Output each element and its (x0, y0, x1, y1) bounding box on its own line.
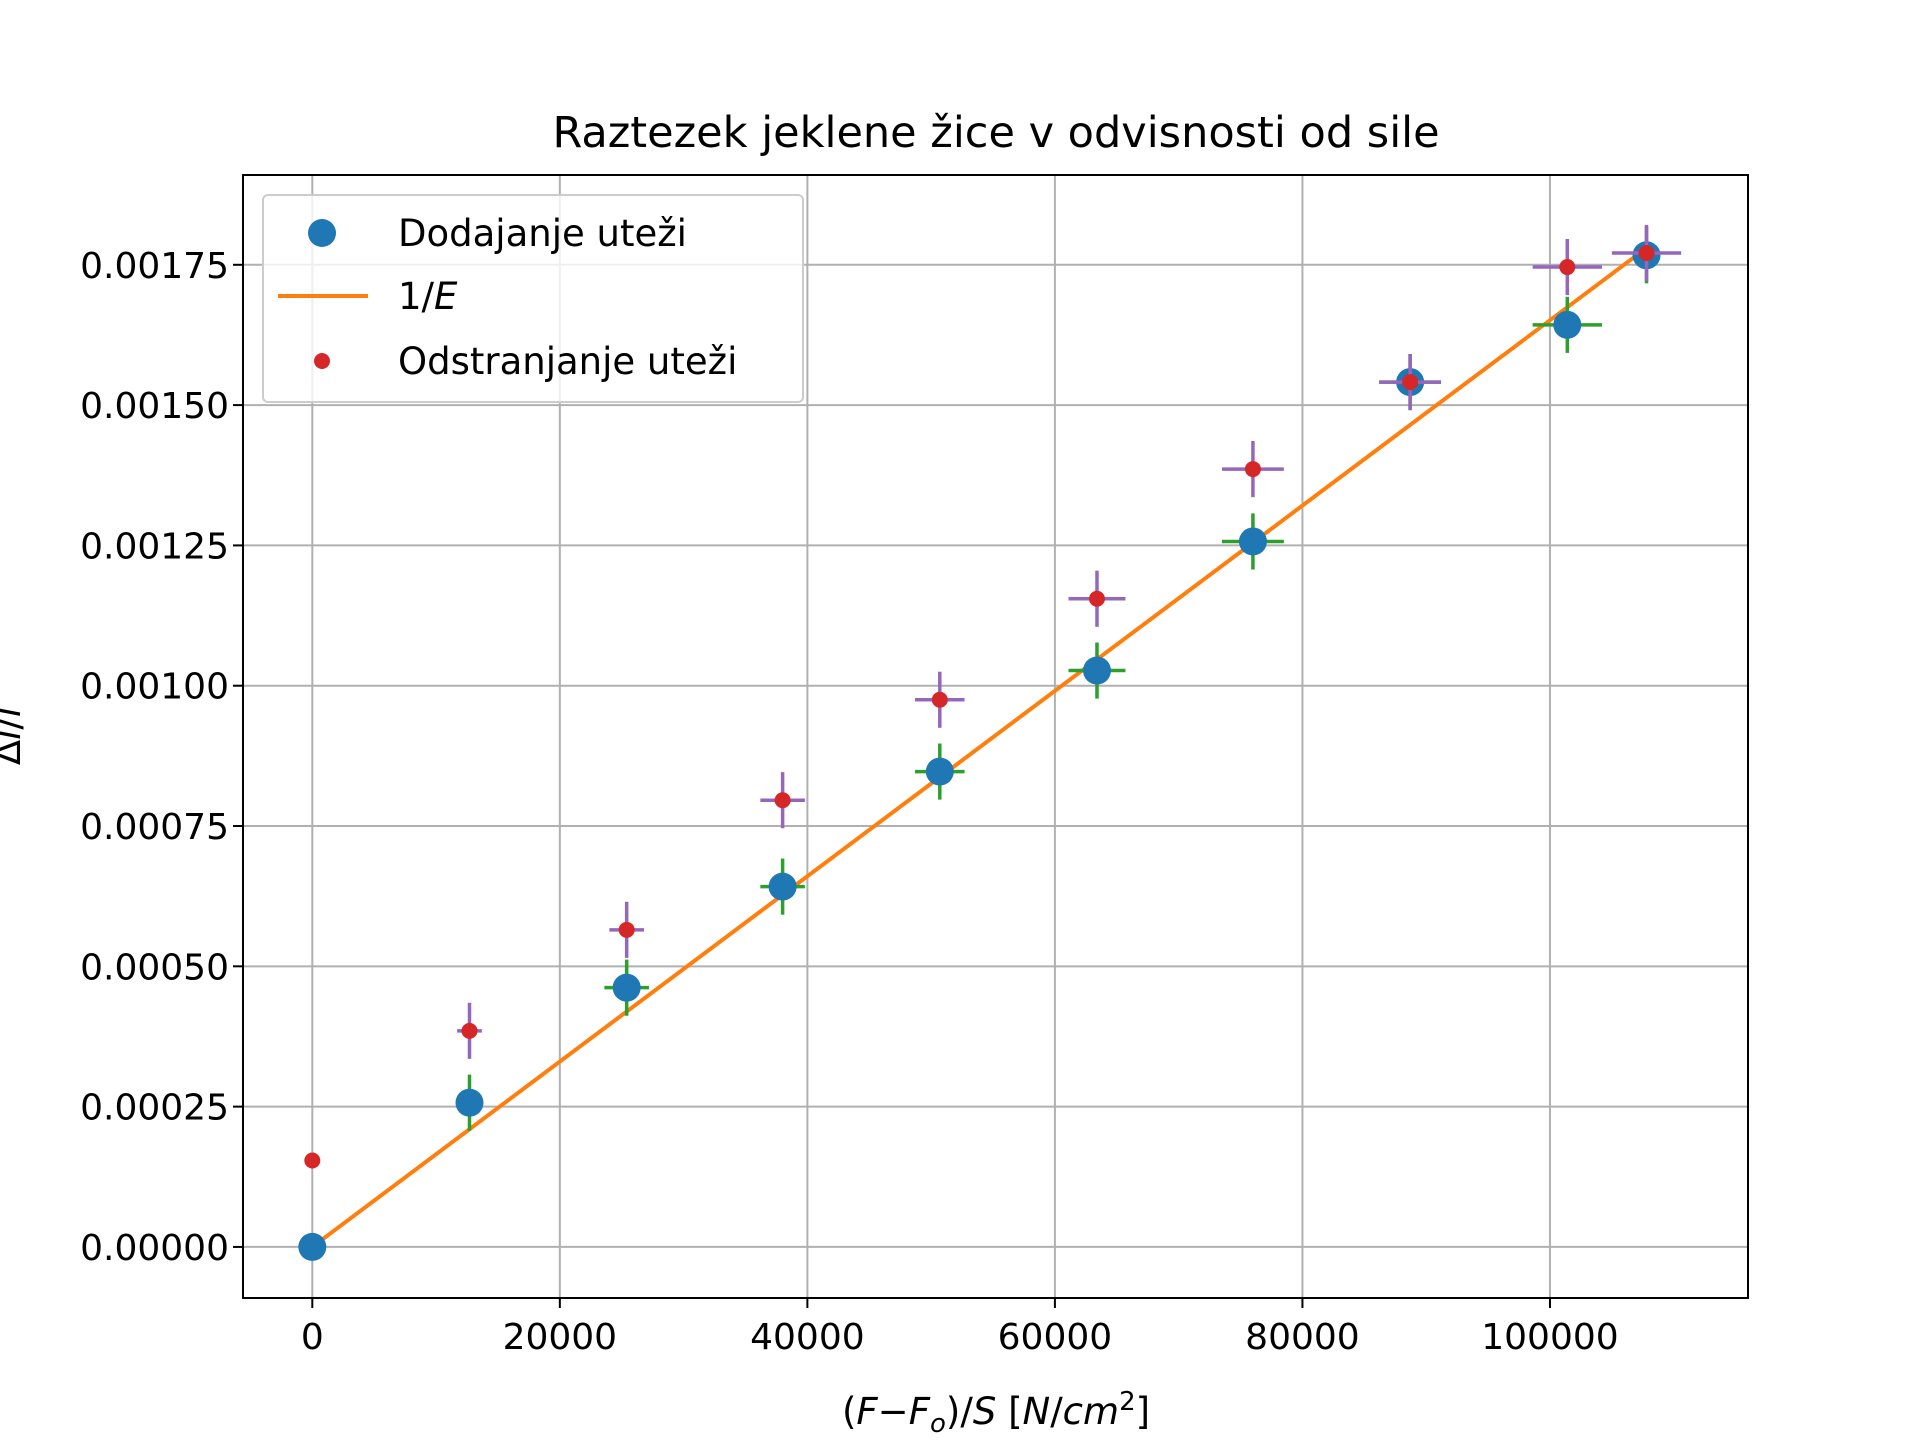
label-part: o (930, 1409, 946, 1439)
data-point-adding (1553, 310, 1582, 339)
label-part: / (0, 717, 29, 730)
legend-box (262, 194, 804, 403)
label-part: 2 (1119, 1387, 1136, 1417)
label-part: ( (842, 1390, 856, 1433)
label-part: [ (996, 1390, 1022, 1433)
y-tick-label: 0.00050 (80, 947, 229, 988)
legend-marker-adding (308, 219, 336, 247)
fit-line-layer (311, 246, 1648, 1249)
data-point-adding (1082, 656, 1111, 685)
y-tick-label: 0.00125 (80, 526, 229, 567)
x-axis-label: (F−Fo)/S [N/cm2] (842, 1387, 1150, 1439)
data-point-removing (1088, 590, 1105, 607)
label-part: l (0, 729, 29, 740)
x-tick-label: 40000 (750, 1317, 865, 1358)
legend-label-removing: Odstranjanje uteži (398, 340, 737, 383)
label-part: S (973, 1390, 997, 1433)
y-tick-label: 0.00150 (80, 386, 229, 427)
label-part: F (909, 1390, 931, 1433)
fit-line (311, 246, 1648, 1249)
label-part: 1/ (398, 275, 435, 318)
y-tick-label: 0.00075 (80, 807, 229, 848)
x-tick-label: 0 (301, 1317, 324, 1358)
label-part: − (878, 1390, 909, 1433)
data-point-removing (931, 691, 948, 708)
chart-title: Raztezek jeklene žice v odvisnosti od si… (552, 108, 1439, 158)
label-part: cm (1063, 1390, 1119, 1433)
data-point-adding (455, 1088, 484, 1117)
y-tick-label: 0.00025 (80, 1088, 229, 1129)
y-axis-label: Δl/l (0, 706, 29, 765)
x-tick-label: 100000 (1481, 1317, 1618, 1358)
x-tick-label: 20000 (503, 1317, 618, 1358)
data-point-adding (298, 1232, 327, 1261)
y-tick-label: 0.00000 (80, 1228, 229, 1269)
y-tick-label: 0.00175 (80, 246, 229, 287)
grid (243, 175, 1748, 1298)
plot-frame (242, 174, 1749, 1299)
y-axis-ticks: 0.00000 0.00025 0.00050 0.00075 0.00100 0.001… (80, 246, 243, 1269)
label-part: E (434, 275, 458, 318)
legend-label-fit-line: 1/E (398, 275, 458, 318)
data-point-removing (304, 1152, 321, 1169)
x-tick-label: 60000 (998, 1317, 1113, 1358)
y-tick-label: 0.00100 (80, 667, 229, 708)
data-point-removing (1244, 461, 1261, 478)
legend: Dodajanje uteži 1/E Odstranjanje uteži (262, 194, 804, 403)
data-point-removing (1638, 245, 1655, 262)
data-point-adding (1238, 527, 1267, 556)
data-point-removing (1402, 374, 1419, 391)
data-point-removing (774, 792, 791, 809)
points-removing (304, 245, 1655, 1169)
data-point-adding (925, 757, 954, 786)
x-axis-ticks: 0 20000 40000 60000 80000 100000 (301, 1298, 1619, 1358)
data-point-removing (1559, 259, 1576, 276)
data-point-adding (612, 973, 641, 1002)
data-point-removing (461, 1022, 478, 1039)
label-part: )/ (946, 1390, 973, 1433)
label-part: ] (1136, 1390, 1150, 1433)
data-point-removing (618, 921, 635, 938)
label-part: Δ (0, 740, 29, 765)
label-part: N (1023, 1390, 1051, 1433)
points-adding (298, 241, 1661, 1261)
label-part: F (856, 1390, 878, 1433)
legend-label-adding: Dodajanje uteži (398, 212, 687, 255)
label-part: / (1050, 1390, 1063, 1433)
x-tick-label: 80000 (1245, 1317, 1360, 1358)
label-part: l (0, 706, 29, 717)
data-point-adding (768, 872, 797, 901)
legend-marker-removing (314, 353, 330, 369)
